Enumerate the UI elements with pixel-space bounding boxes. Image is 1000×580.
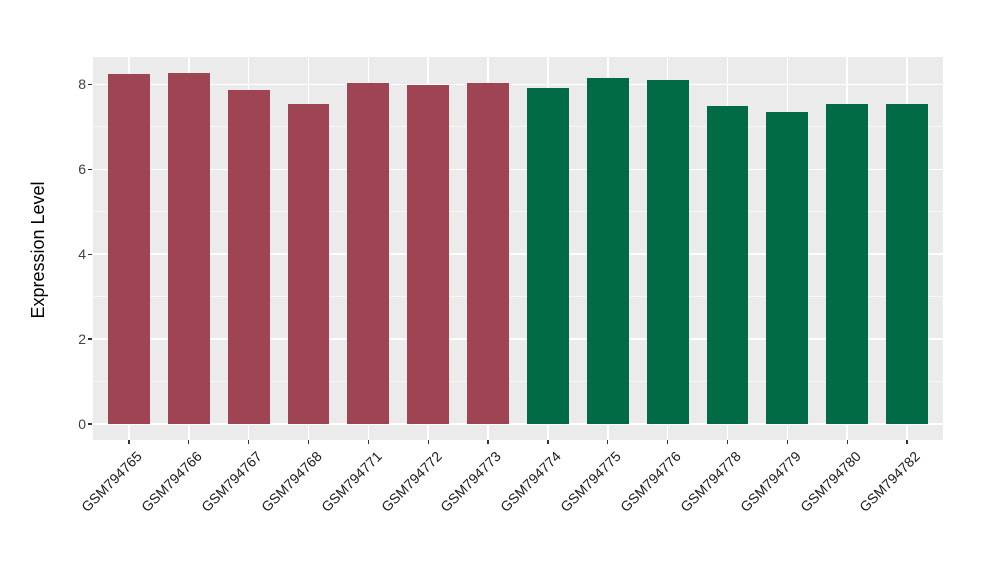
bar-GSM794775 bbox=[586, 78, 629, 424]
y-tick-label: 2 bbox=[78, 331, 86, 348]
x-tick-label: GSM794780 bbox=[796, 448, 864, 515]
bar-GSM794780 bbox=[826, 103, 869, 424]
y-tick-label: 8 bbox=[78, 76, 86, 93]
x-tick-label: GSM794782 bbox=[856, 448, 924, 515]
x-tick-mark bbox=[307, 440, 310, 444]
x-tick-mark bbox=[846, 440, 848, 444]
y-tick-mark bbox=[88, 338, 92, 340]
x-tick-mark bbox=[906, 440, 908, 444]
bar-GSM794768 bbox=[287, 104, 330, 424]
gridline-minor-h bbox=[93, 296, 943, 298]
x-tick-label: GSM794772 bbox=[377, 448, 445, 515]
y-tick-mark bbox=[88, 168, 92, 171]
x-tick-mark bbox=[188, 440, 190, 444]
bar-GSM794771 bbox=[347, 83, 390, 424]
x-tick-mark bbox=[726, 440, 729, 444]
x-tick-mark bbox=[666, 440, 669, 444]
gridline-major-h bbox=[93, 83, 943, 86]
x-tick-mark bbox=[487, 440, 489, 444]
x-tick-label: GSM794779 bbox=[736, 448, 804, 515]
gridline-minor-h bbox=[93, 126, 943, 128]
bar-GSM794765 bbox=[107, 74, 150, 424]
y-tick-mark bbox=[88, 253, 92, 255]
x-tick-label: GSM794768 bbox=[257, 448, 325, 515]
bar-GSM794779 bbox=[766, 112, 809, 424]
y-tick-mark bbox=[88, 83, 92, 86]
bar-GSM794766 bbox=[167, 73, 210, 424]
x-tick-label: GSM794773 bbox=[437, 448, 505, 515]
x-tick-mark bbox=[607, 440, 609, 444]
y-tick-mark bbox=[88, 423, 92, 425]
bar-GSM794774 bbox=[526, 87, 569, 424]
gridline-minor-h bbox=[93, 211, 943, 213]
x-tick-label: GSM794766 bbox=[138, 448, 206, 515]
bar-GSM794767 bbox=[227, 89, 270, 424]
gridline-major-h bbox=[93, 168, 943, 171]
y-tick-label: 0 bbox=[78, 416, 86, 432]
y-tick-label: 6 bbox=[78, 161, 86, 178]
x-tick-label: GSM794776 bbox=[617, 448, 684, 515]
bar-GSM794776 bbox=[646, 80, 689, 424]
x-tick-mark bbox=[247, 440, 250, 444]
x-tick-label: GSM794778 bbox=[676, 448, 744, 515]
gridline-minor-h bbox=[93, 381, 943, 383]
x-tick-mark bbox=[367, 440, 370, 444]
gridline-major-h bbox=[93, 338, 943, 340]
x-tick-mark bbox=[547, 440, 549, 444]
bar-GSM794773 bbox=[467, 83, 509, 424]
x-tick-mark bbox=[427, 440, 429, 444]
x-tick-label: GSM794765 bbox=[78, 448, 146, 515]
y-tick-label: 4 bbox=[78, 246, 86, 263]
plot-panel bbox=[93, 57, 943, 440]
gridline-major-h bbox=[93, 423, 943, 425]
gridline-major-h bbox=[93, 253, 943, 255]
x-tick-mark bbox=[786, 440, 789, 444]
x-tick-label: GSM794771 bbox=[317, 448, 385, 515]
x-tick-label: GSM794775 bbox=[557, 448, 625, 515]
x-tick-mark bbox=[128, 440, 130, 444]
bar-GSM794782 bbox=[886, 104, 929, 424]
x-tick-label: GSM794767 bbox=[198, 448, 265, 515]
x-tick-label: GSM794774 bbox=[497, 448, 565, 515]
bar-GSM794772 bbox=[407, 85, 450, 424]
bar-GSM794778 bbox=[706, 106, 749, 424]
